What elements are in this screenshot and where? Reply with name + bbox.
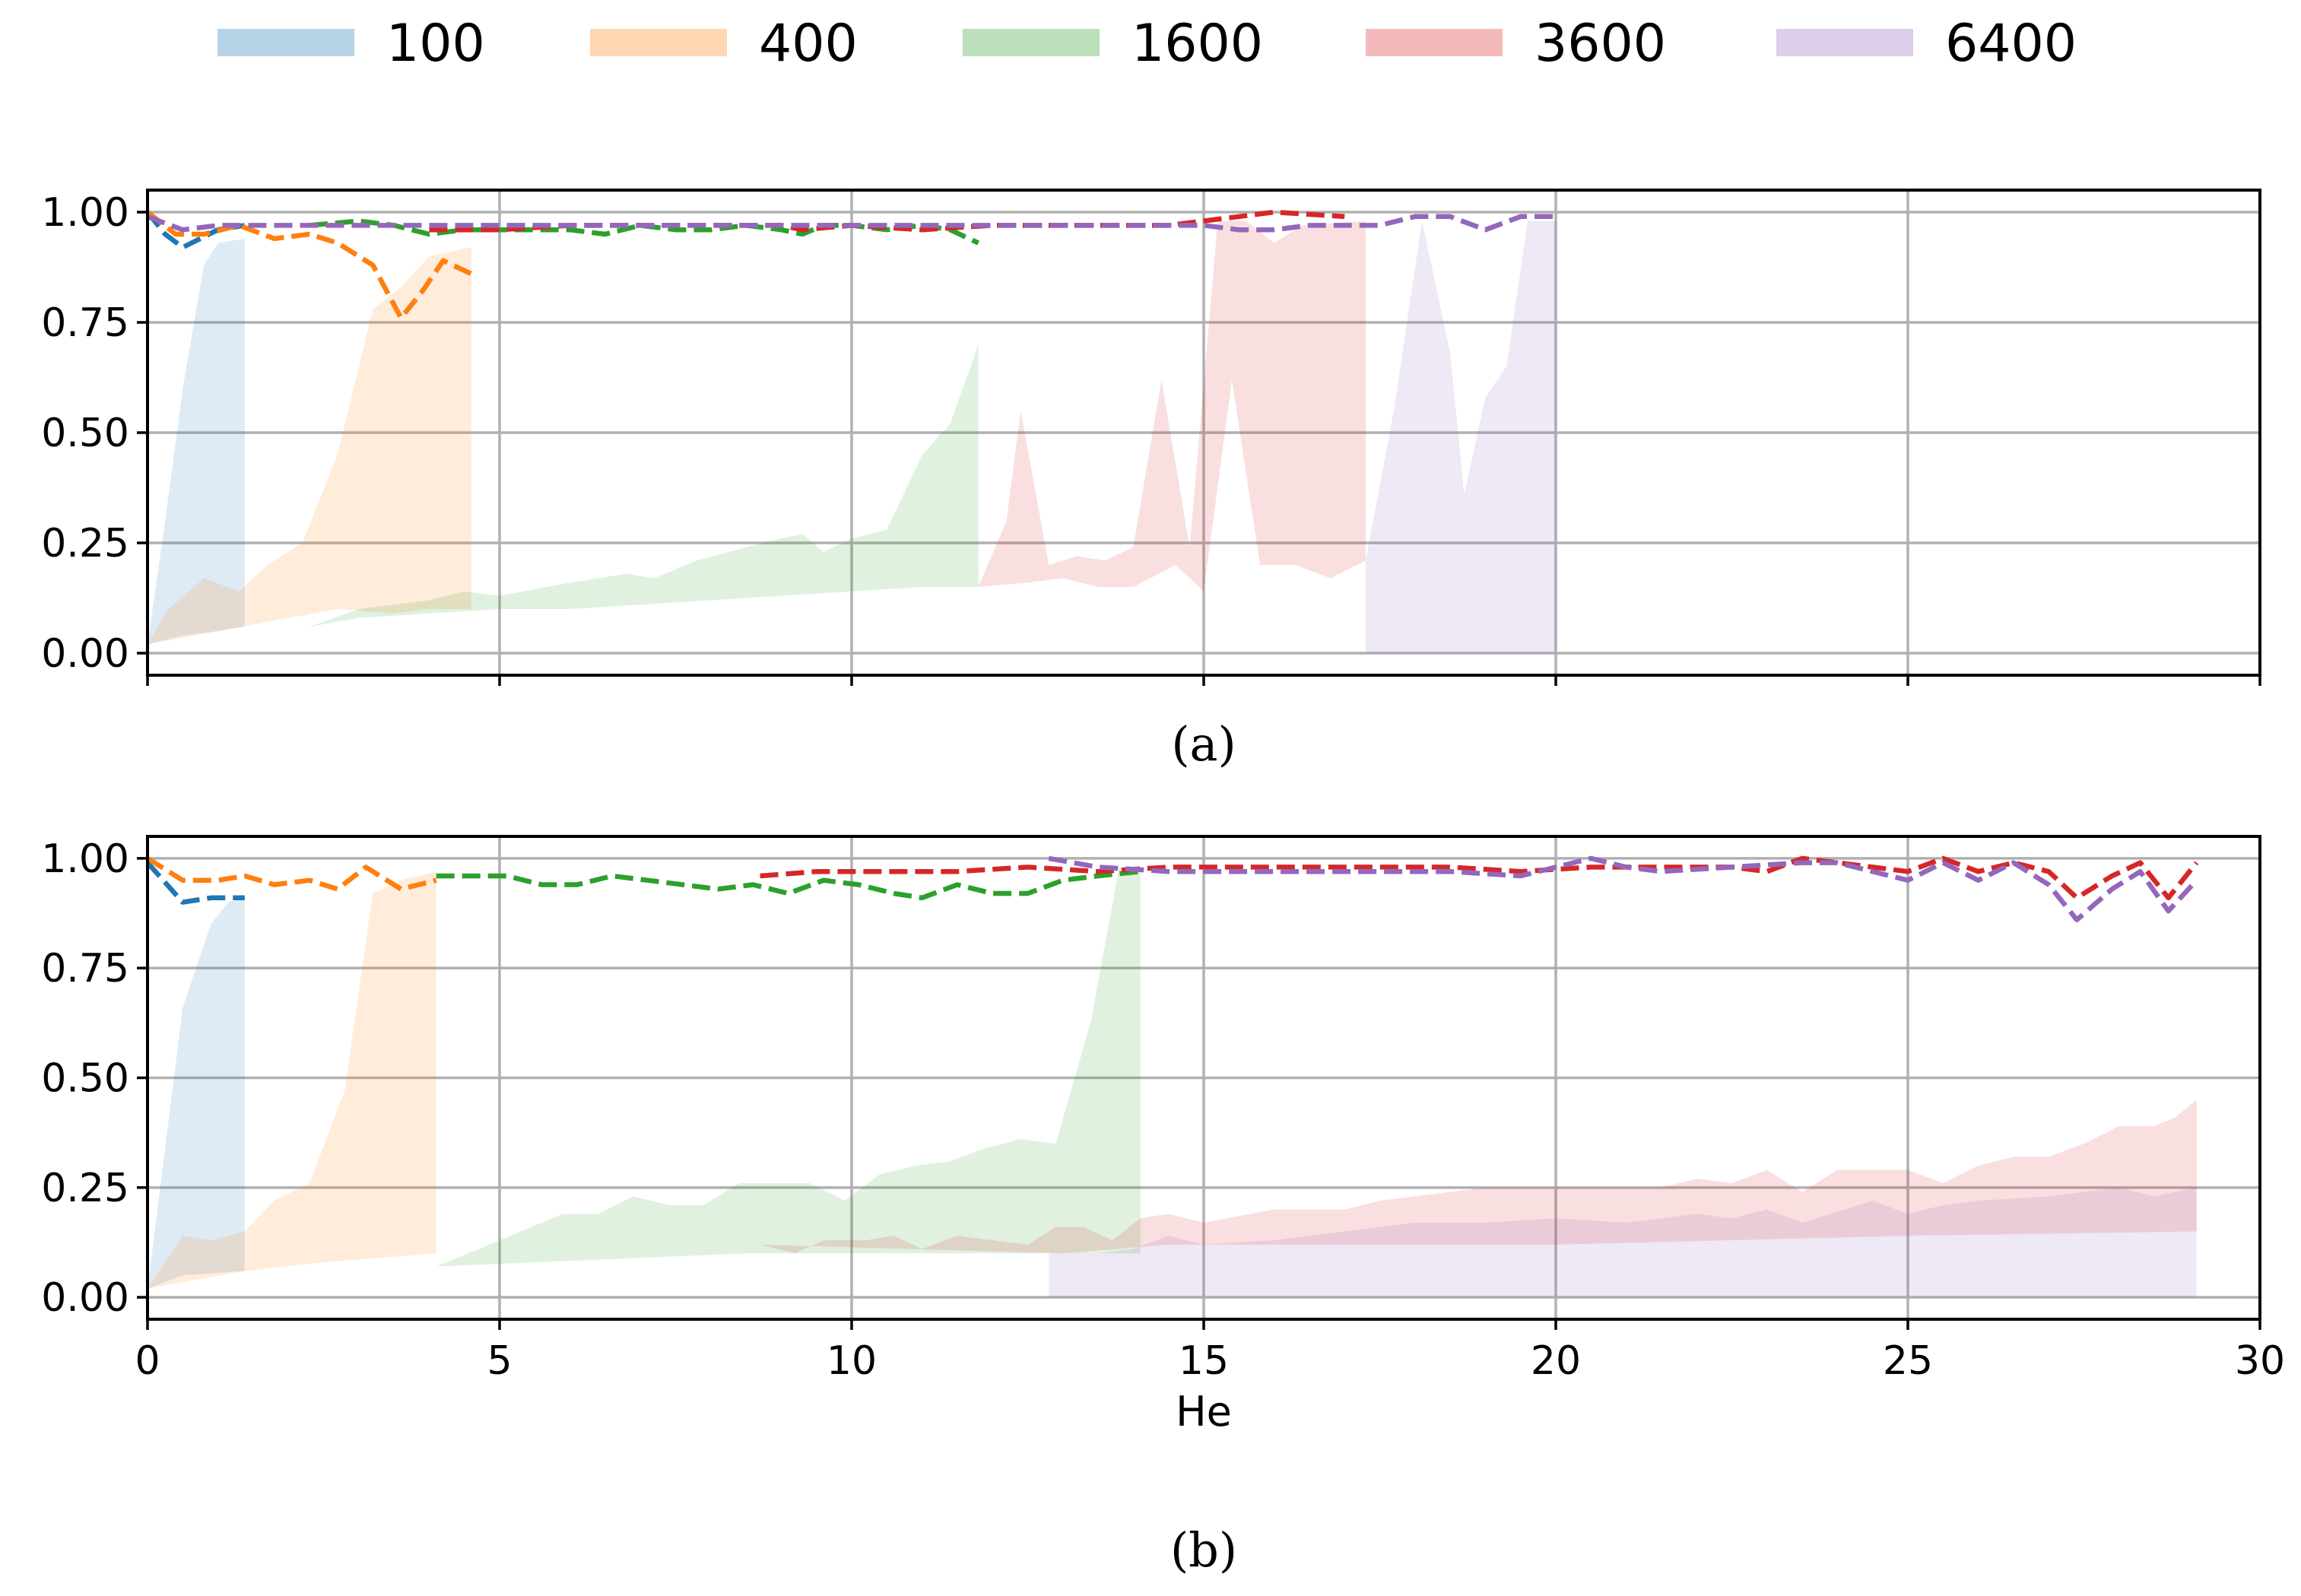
x-tick-label: 5 — [487, 1338, 512, 1384]
legend-swatch-3600 — [1366, 29, 1503, 56]
legend-label-400: 400 — [759, 14, 858, 74]
y-tick-label: 0.00 — [41, 1275, 129, 1321]
area-1600 — [309, 344, 979, 627]
area-100 — [148, 238, 245, 645]
plot-area — [148, 209, 1556, 654]
y-tick-label: 0.25 — [41, 1166, 129, 1211]
area-3600 — [978, 221, 1366, 592]
legend-swatch-100 — [217, 29, 354, 56]
area-400 — [148, 871, 436, 1289]
x-tick-label: 20 — [1531, 1338, 1581, 1384]
y-tick-label: 0.25 — [41, 521, 129, 566]
y-tick-label: 0.50 — [41, 1056, 129, 1102]
legend: 100 400 1600 3600 6400 — [217, 14, 2077, 74]
line-1600 — [436, 868, 1141, 901]
panel-caption: (a) — [1171, 716, 1236, 772]
area-3600 — [760, 1099, 2197, 1254]
line-6400 — [148, 214, 1556, 233]
legend-label-6400: 6400 — [1945, 14, 2077, 74]
line-400 — [148, 210, 473, 321]
y-tick-label: 1.00 — [41, 190, 129, 236]
x-tick-label: 10 — [827, 1338, 877, 1384]
area-100 — [148, 897, 245, 1289]
panel-a: 0.00 0.25 0.50 0.75 1.00 (a) — [41, 189, 2261, 772]
x-axis-label: He — [1176, 1388, 1232, 1436]
line-400 — [148, 856, 437, 892]
x-tick-label: 15 — [1179, 1338, 1229, 1384]
legend-label-3600: 3600 — [1535, 14, 1666, 74]
area-6400 — [1366, 221, 1556, 654]
area-1600 — [436, 867, 1141, 1267]
legend-label-100: 100 — [386, 14, 485, 74]
x-tick-label: 0 — [135, 1338, 160, 1384]
line-100 — [148, 861, 245, 905]
x-tick-label: 30 — [2235, 1338, 2285, 1384]
y-tick-label: 0.00 — [41, 631, 129, 677]
legend-label-1600: 1600 — [1131, 14, 1263, 74]
y-tick-label: 0.50 — [41, 411, 129, 456]
legend-swatch-1600 — [963, 29, 1100, 56]
legend-swatch-400 — [590, 29, 727, 56]
panel-caption: (b) — [1170, 1522, 1237, 1578]
y-tick-label: 0.75 — [41, 946, 129, 992]
area-6400 — [1049, 1187, 2197, 1298]
y-tick-label: 0.75 — [41, 300, 129, 346]
y-tick-label: 1.00 — [41, 836, 129, 882]
area-400 — [148, 247, 471, 645]
panel-b: 0.00 0.25 0.50 0.75 1.00 0 5 10 15 20 25 30 He (b) — [41, 835, 2285, 1578]
legend-swatch-6400 — [1776, 29, 1913, 56]
x-tick-label: 25 — [1883, 1338, 1933, 1384]
line-6400 — [1048, 855, 2199, 922]
plot-area — [148, 855, 2199, 1298]
